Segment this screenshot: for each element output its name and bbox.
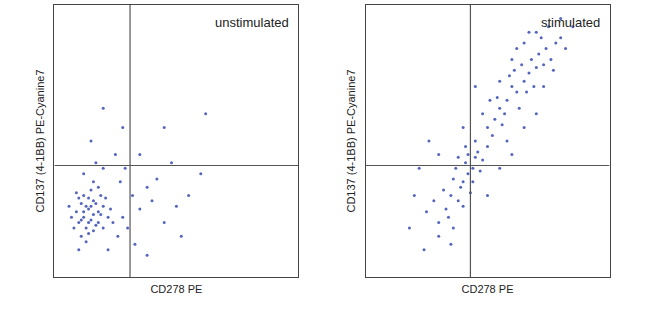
svg-text:CD278 PE: CD278 PE	[150, 283, 202, 295]
svg-text:CD137 (4-1BB) PE-Cyanine7: CD137 (4-1BB) PE-Cyanine7	[345, 69, 357, 212]
svg-text:stimulated: stimulated	[541, 15, 600, 30]
svg-text:CD137 (4-1BB) PE-Cyanine7: CD137 (4-1BB) PE-Cyanine7	[34, 69, 46, 212]
svg-text:unstimulated: unstimulated	[215, 15, 289, 30]
svg-text:CD278 PE: CD278 PE	[462, 283, 514, 295]
